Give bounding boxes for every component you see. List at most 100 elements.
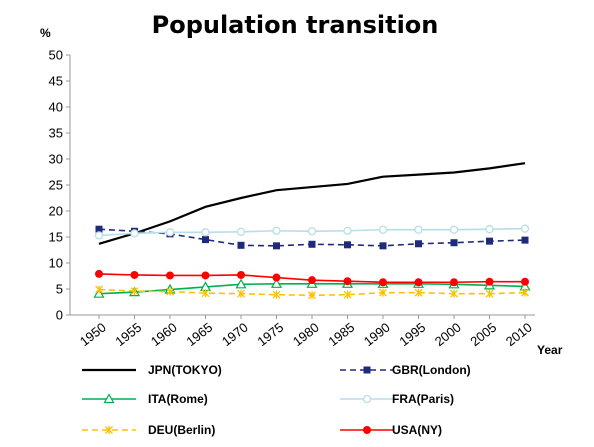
legend-label-jpn-tokyo: JPN(TOKYO)	[148, 363, 222, 377]
point-gbr-london	[308, 240, 316, 248]
y-tick-label: 40	[49, 100, 63, 115]
point-ita-rome	[235, 278, 247, 289]
point-fra-paris	[378, 225, 388, 234]
point-fra-paris	[485, 225, 494, 234]
point-gbr-london	[95, 225, 103, 233]
legend-label-ita-rome: ITA(Rome)	[148, 392, 208, 406]
x-tick-label: 1975	[254, 320, 286, 350]
legend-item-gbr-london: GBR(London)	[340, 363, 471, 377]
legend-label-deu-berlin: DEU(Berlin)	[148, 423, 215, 437]
point-usa-ny	[95, 269, 103, 278]
series-jpn-tokyo	[98, 162, 526, 245]
y-tick-label: 15	[49, 230, 63, 245]
point-usa-ny	[521, 277, 529, 286]
y-tick-label: 20	[49, 204, 63, 219]
point-fra-paris	[130, 229, 139, 238]
point-gbr-london	[202, 236, 209, 244]
point-usa-ny	[379, 278, 387, 287]
y-axis-ticks: 0 5 10 15 20 25 30 35 40 45 50	[49, 48, 70, 323]
x-tick-label: 1950	[77, 320, 109, 350]
point-deu-berlin	[308, 291, 316, 300]
legend-label-fra-paris: FRA(Paris)	[392, 392, 454, 406]
point-fra-paris	[343, 226, 352, 235]
legend-marker-fra-paris	[362, 394, 372, 404]
point-fra-paris	[94, 231, 104, 240]
x-tick-label: 1970	[219, 320, 251, 350]
y-axis-label: %	[40, 26, 51, 40]
point-deu-berlin	[272, 290, 281, 299]
legend: JPN(TOKYO) GBR(London) ITA(Rome) FRA(Paris)…	[82, 363, 471, 437]
point-usa-ny	[308, 276, 316, 285]
series-lines	[93, 162, 531, 300]
point-deu-berlin	[521, 288, 529, 297]
point-gbr-london	[415, 240, 422, 248]
legend-item-ita-rome: ITA(Rome)	[82, 392, 208, 406]
point-fra-paris	[201, 228, 210, 237]
point-usa-ny	[414, 278, 423, 287]
point-gbr-london	[273, 242, 280, 250]
x-tick-label: 1965	[183, 320, 215, 350]
y-tick-label: 10	[49, 256, 63, 271]
legend-label-usa-ny: USA(NY)	[392, 423, 442, 437]
point-ita-rome	[270, 278, 283, 288]
y-tick-label: 5	[56, 282, 63, 297]
point-deu-berlin	[95, 285, 103, 294]
point-gbr-london	[344, 241, 351, 249]
point-deu-berlin	[201, 289, 210, 298]
x-tick-label: 2010	[503, 320, 535, 350]
legend-item-fra-paris: FRA(Paris)	[340, 392, 454, 406]
y-tick-label: 45	[49, 74, 63, 89]
point-usa-ny	[237, 270, 245, 279]
point-gbr-london	[450, 239, 458, 247]
y-tick-label: 25	[49, 178, 63, 193]
point-fra-paris	[236, 227, 246, 236]
legend-marker-gbr-london	[363, 366, 371, 374]
point-deu-berlin	[343, 290, 352, 299]
point-usa-ny	[485, 277, 494, 286]
x-tick-label: 1955	[112, 320, 144, 350]
point-fra-paris	[307, 227, 317, 236]
point-fra-paris	[272, 226, 281, 235]
point-deu-berlin	[130, 287, 139, 296]
x-axis-ticks: 1950 1955 1960 1965 1970 1975 1980 1985 1990 1995…	[77, 315, 535, 349]
x-tick-label: 1995	[396, 320, 428, 350]
point-deu-berlin	[450, 289, 458, 298]
series-deu-berlin	[95, 285, 529, 300]
legend-item-deu-berlin: DEU(Berlin)	[82, 423, 215, 437]
point-fra-paris	[449, 225, 459, 234]
legend-label-gbr-london: GBR(London)	[392, 363, 471, 377]
point-gbr-london	[486, 237, 493, 245]
y-tick-label: 50	[49, 48, 63, 63]
point-usa-ny	[166, 271, 174, 280]
point-fra-paris	[414, 225, 423, 234]
point-gbr-london	[379, 242, 387, 250]
point-deu-berlin	[237, 289, 245, 298]
point-usa-ny	[201, 271, 210, 280]
x-tick-label: 1960	[148, 320, 180, 350]
point-usa-ny	[343, 277, 352, 286]
point-usa-ny	[130, 270, 139, 279]
y-tick-label: 30	[49, 152, 63, 167]
legend-item-jpn-tokyo: JPN(TOKYO)	[82, 363, 222, 377]
x-tick-label: 2000	[432, 320, 464, 350]
axes	[69, 55, 535, 316]
legend-marker-ita-rome	[103, 393, 115, 404]
x-axis-label: Year	[537, 343, 563, 357]
series-line-jpn-tokyo	[98, 162, 526, 245]
x-tick-label: 1980	[290, 320, 322, 350]
point-deu-berlin	[166, 287, 174, 296]
point-deu-berlin	[414, 288, 423, 297]
point-fra-paris	[520, 224, 530, 233]
point-deu-berlin	[485, 289, 494, 298]
point-deu-berlin	[379, 288, 387, 297]
point-gbr-london	[521, 236, 529, 244]
y-tick-label: 0	[56, 308, 63, 323]
chart-title: Population transition	[152, 11, 439, 39]
point-fra-paris	[165, 228, 175, 237]
legend-marker-deu-berlin	[105, 426, 113, 434]
y-tick-label: 35	[49, 126, 63, 141]
legend-item-usa-ny: USA(NY)	[340, 423, 442, 437]
point-usa-ny	[272, 273, 281, 282]
legend-marker-usa-ny	[363, 426, 371, 434]
